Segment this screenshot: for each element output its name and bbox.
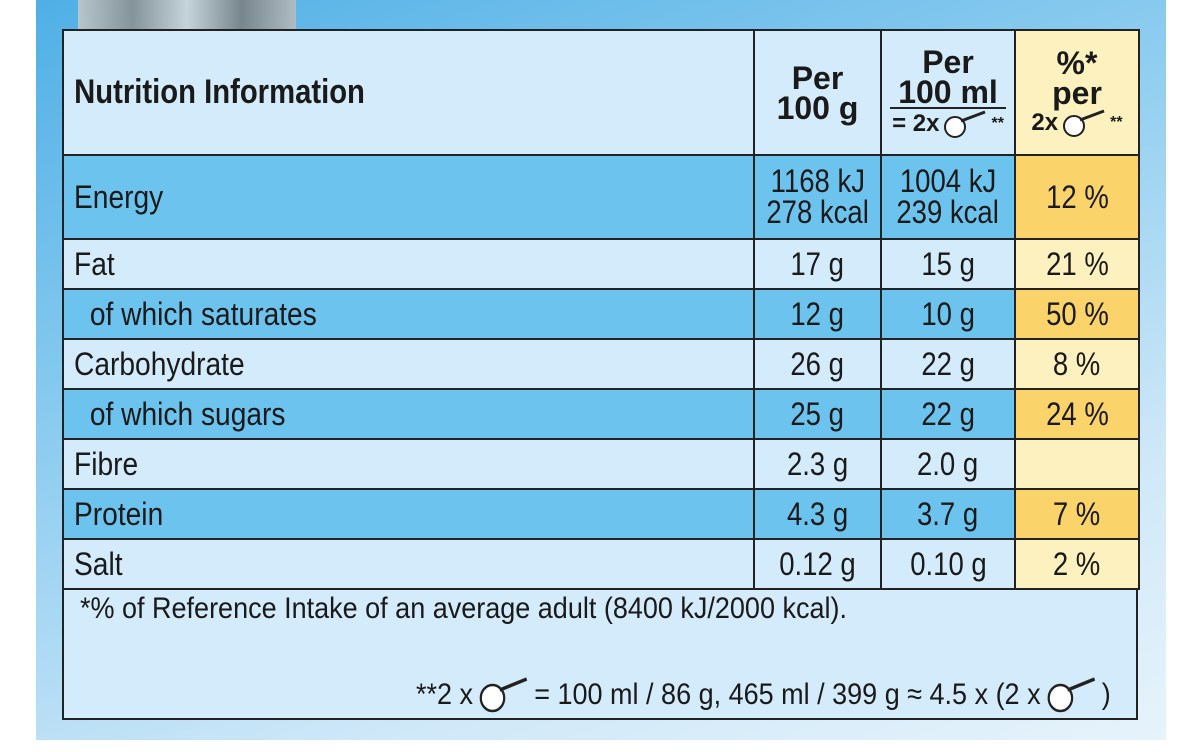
cell-value: 1168 kJ — [770, 163, 865, 199]
cell-value: 278 kcal — [766, 194, 869, 230]
cell-value: 0.10 g — [909, 545, 987, 582]
scoop-icon — [1047, 677, 1096, 713]
scoop-icon — [1063, 109, 1105, 137]
header-photo-fragment — [78, 0, 296, 30]
cell-value: 2.0 g — [917, 445, 979, 482]
table-row: Fibre 2.3 g 2.0 g — [62, 438, 1140, 490]
row-label: Carbohydrate — [74, 345, 245, 382]
cell-value: 1004 kJ — [899, 163, 997, 199]
table-row: Carbohydrate 26 g 22 g 8 % — [62, 338, 1140, 390]
cell-percent: 7 % — [1053, 495, 1101, 532]
row-label: Salt — [74, 545, 123, 582]
col-header-percent-ri: %* per 2x ** — [1014, 29, 1140, 156]
cell-percent: 2 % — [1053, 545, 1101, 582]
row-label: Protein — [74, 495, 164, 532]
cell-value: 25 g — [790, 395, 845, 432]
table-row: Energy 1168 kJ 278 kcal 1004 kJ 239 kcal 1… — [62, 154, 1140, 240]
table-row: of which sugars 25 g 22 g 24 % — [62, 388, 1140, 440]
reference-intake-footnote: *% of Reference Intake of an average adu… — [80, 592, 847, 625]
col-header-per-100g: Per 100 g — [753, 29, 882, 156]
table-row: of which saturates 12 g 10 g 50 % — [62, 288, 1140, 340]
nutrition-table: Nutrition Information Per 100 g Per 100 … — [62, 29, 1140, 590]
cell-value: 3.7 g — [917, 495, 979, 532]
table-title: Nutrition Information — [62, 29, 659, 156]
scoop-icon — [944, 110, 986, 138]
cell-value: 10 g — [921, 295, 975, 332]
cell-value: 26 g — [790, 345, 845, 382]
table-header-row: Nutrition Information Per 100 g Per 100 … — [62, 29, 1140, 156]
cell-percent: 21 % — [1045, 245, 1109, 282]
cell-percent: 8 % — [1053, 345, 1101, 382]
row-label: of which sugars — [89, 395, 286, 432]
cell-percent: 24 % — [1045, 395, 1109, 432]
cell-value: 0.12 g — [779, 545, 856, 582]
table-row: Salt 0.12 g 0.10 g 2 % — [62, 538, 1140, 590]
cell-value: 12 g — [790, 295, 845, 332]
cell-value: 2.3 g — [786, 445, 849, 482]
cell-value: 22 g — [921, 345, 975, 382]
table-row: Protein 4.3 g 3.7 g 7 % — [62, 488, 1140, 540]
row-label: Energy — [74, 178, 164, 215]
table-row: Fat 17 g 15 g 21 % — [62, 238, 1140, 290]
cell-value: 17 g — [790, 245, 845, 282]
cell-percent: 50 % — [1045, 295, 1109, 332]
cell-value: 4.3 g — [786, 495, 849, 532]
scoop-icon — [480, 677, 528, 713]
col-header-per-100ml: Per 100 ml = 2x ** — [880, 29, 1016, 156]
row-label: Fat — [74, 245, 115, 282]
cell-value: 22 g — [921, 395, 975, 432]
cell-value: 239 kcal — [896, 194, 1000, 230]
row-label: of which saturates — [89, 295, 317, 332]
row-label: Fibre — [74, 445, 139, 482]
cell-percent: 12 % — [1045, 178, 1109, 215]
cell-value: 15 g — [921, 245, 975, 282]
serving-size-footnote: **2 x = 100 ml / 86 g, 465 ml / 399 g ≈ … — [416, 676, 1111, 714]
